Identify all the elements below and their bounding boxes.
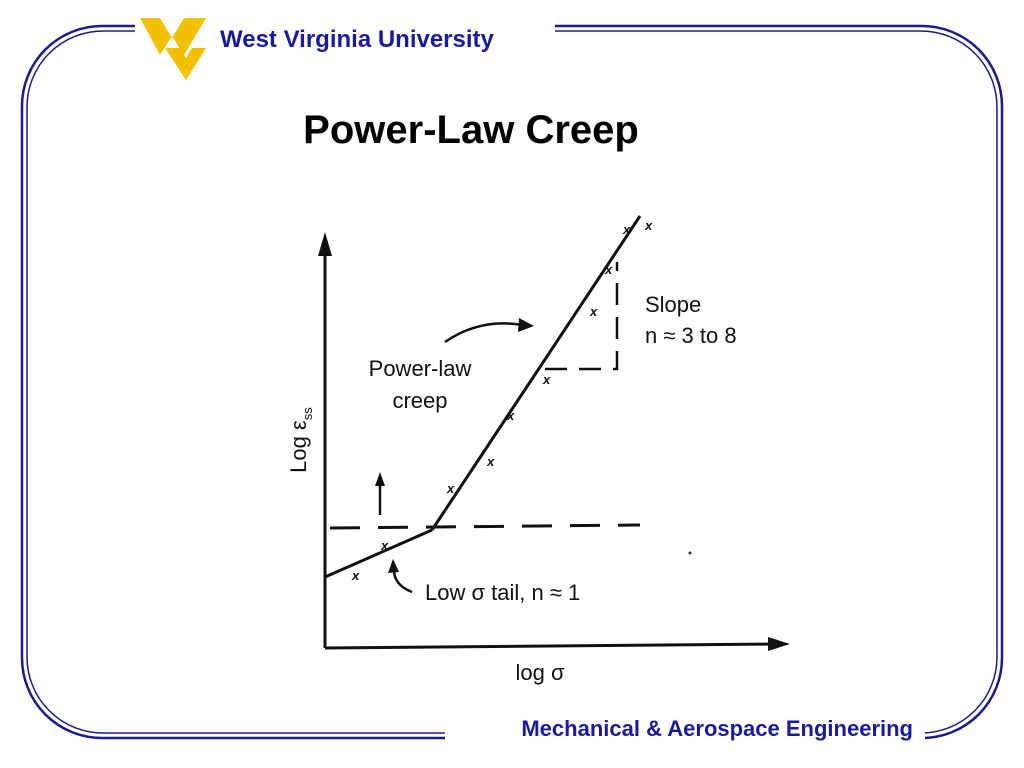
slope-value: n ≈ 3 to 8 [645, 323, 737, 348]
department-name: Mechanical & Aerospace Engineering [521, 716, 913, 741]
tail-arrow [392, 569, 413, 594]
y-axis-arrow [318, 232, 332, 256]
university-name: West Virginia University [220, 26, 495, 53]
up-arrow-head [375, 472, 385, 486]
creep-diagram [318, 215, 790, 651]
point-marker: x [542, 372, 551, 387]
regime-arrow-head [518, 318, 534, 332]
point-marker: x [506, 408, 515, 423]
point-marker: x [351, 568, 360, 583]
y-axis-label-main: Log ε [286, 420, 311, 473]
point-marker: x [644, 218, 653, 233]
tail-arrow-head [388, 559, 399, 573]
x-axis-arrow [768, 637, 790, 651]
x-axis-label: log σ [515, 660, 564, 685]
low-stress-line [324, 528, 433, 579]
regime-label: creep [392, 388, 447, 413]
point-marker: x [380, 538, 389, 553]
point-marker: x [486, 454, 495, 469]
regime-arrow [444, 322, 523, 344]
footer-gap [445, 722, 925, 752]
x-axis [324, 642, 776, 650]
point-marker: x [589, 304, 598, 319]
point-marker: x [446, 481, 455, 496]
point-marker: x [604, 262, 613, 277]
y-axis-label: Log εss [286, 407, 315, 473]
power-law-line [430, 215, 642, 531]
university-logo [140, 18, 206, 80]
header-gap [135, 15, 555, 45]
y-axis-label-subscript: ss [300, 407, 315, 421]
speck [688, 551, 692, 555]
slope-triangle [545, 262, 619, 371]
tail-label: Low σ tail, n ≈ 1 [425, 580, 580, 605]
slope-label: Slope [645, 292, 701, 317]
data-points: x x x x x x x x x x [351, 218, 653, 583]
threshold-dashed-line [329, 523, 641, 530]
regime-label: Power-law [369, 356, 472, 381]
slide-title: Power-Law Creep [303, 108, 639, 152]
point-marker: x [622, 222, 631, 237]
